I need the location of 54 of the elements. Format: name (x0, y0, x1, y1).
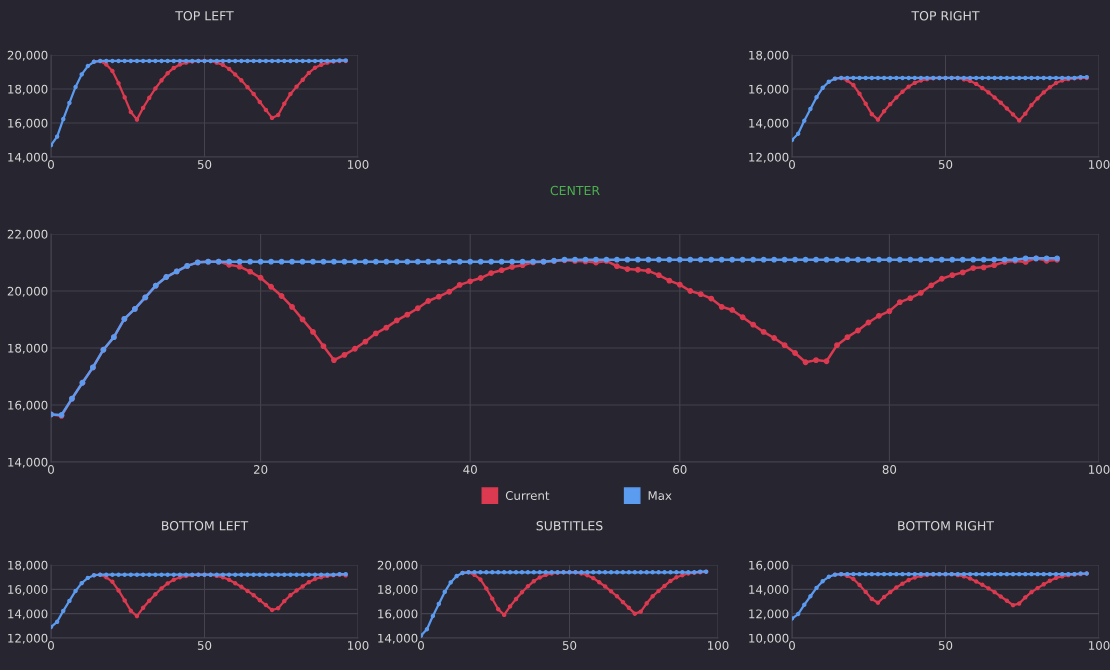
y-tick-label: 14,000 (8, 457, 48, 468)
chart-title: SUBTITLES (536, 521, 603, 531)
x-tick-label: 100 (1089, 464, 1110, 474)
y-tick-label: 16,000 (749, 84, 789, 95)
y-tick-label: 16,000 (8, 585, 48, 596)
y-tick-label: 14,000 (8, 609, 48, 620)
y-tick-label: 22,000 (7, 229, 48, 240)
y-tick-label: 14,000 (378, 633, 418, 644)
x-tick-label: 0 (48, 159, 54, 169)
y-tick-label: 14,000 (8, 152, 48, 163)
x-tick-label: 0 (48, 464, 54, 474)
y-tick-label: 12,000 (749, 152, 789, 163)
x-tick-label: 0 (418, 640, 424, 650)
y-tick-label: 14,000 (749, 585, 789, 596)
chart-title: BOTTOM RIGHT (898, 521, 994, 531)
y-tick-label: 20,000 (7, 286, 48, 297)
y-tick-label: 20,000 (7, 50, 48, 61)
chart-title: BOTTOM LEFT (162, 521, 249, 531)
chart-title: TOP LEFT (175, 11, 234, 21)
legend-label: Current (505, 491, 550, 500)
x-tick-label: 50 (197, 640, 212, 650)
x-tick-label: 0 (789, 640, 795, 650)
y-tick-label: 12,000 (8, 633, 48, 644)
y-tick-label: 20,000 (377, 560, 418, 571)
chart-title: CENTER (550, 185, 600, 196)
y-tick-label: 18,000 (378, 585, 418, 596)
y-tick-label: 16,000 (378, 609, 418, 620)
chart-title: TOP RIGHT (911, 11, 980, 21)
y-tick-label: 18,000 (8, 560, 48, 571)
x-tick-label: 0 (48, 640, 54, 650)
x-tick-label: 40 (463, 464, 477, 474)
x-tick-label: 50 (197, 159, 212, 169)
x-tick-label: 50 (938, 640, 953, 650)
x-tick-label: 50 (938, 159, 953, 169)
x-tick-label: 0 (789, 159, 795, 169)
x-tick-label: 50 (562, 640, 577, 650)
y-tick-label: 16,000 (749, 560, 789, 571)
x-tick-label: 60 (673, 464, 687, 474)
y-tick-label: 14,000 (749, 118, 789, 129)
y-tick-label: 18,000 (749, 50, 789, 61)
x-tick-label: 20 (253, 464, 268, 474)
y-tick-label: 10,000 (749, 633, 789, 644)
x-tick-label: 100 (708, 640, 729, 650)
x-tick-label: 80 (882, 464, 897, 474)
y-tick-label: 12,000 (749, 609, 789, 620)
x-tick-label: 100 (348, 159, 369, 169)
legend-label: Max (648, 491, 672, 500)
y-tick-label: 16,000 (8, 118, 48, 129)
x-tick-label: 100 (348, 640, 369, 650)
x-tick-label: 100 (1089, 640, 1110, 650)
y-tick-label: 16,000 (8, 400, 48, 411)
y-tick-label: 18,000 (8, 343, 48, 354)
y-tick-label: 18,000 (8, 84, 48, 95)
x-tick-label: 100 (1089, 159, 1110, 169)
